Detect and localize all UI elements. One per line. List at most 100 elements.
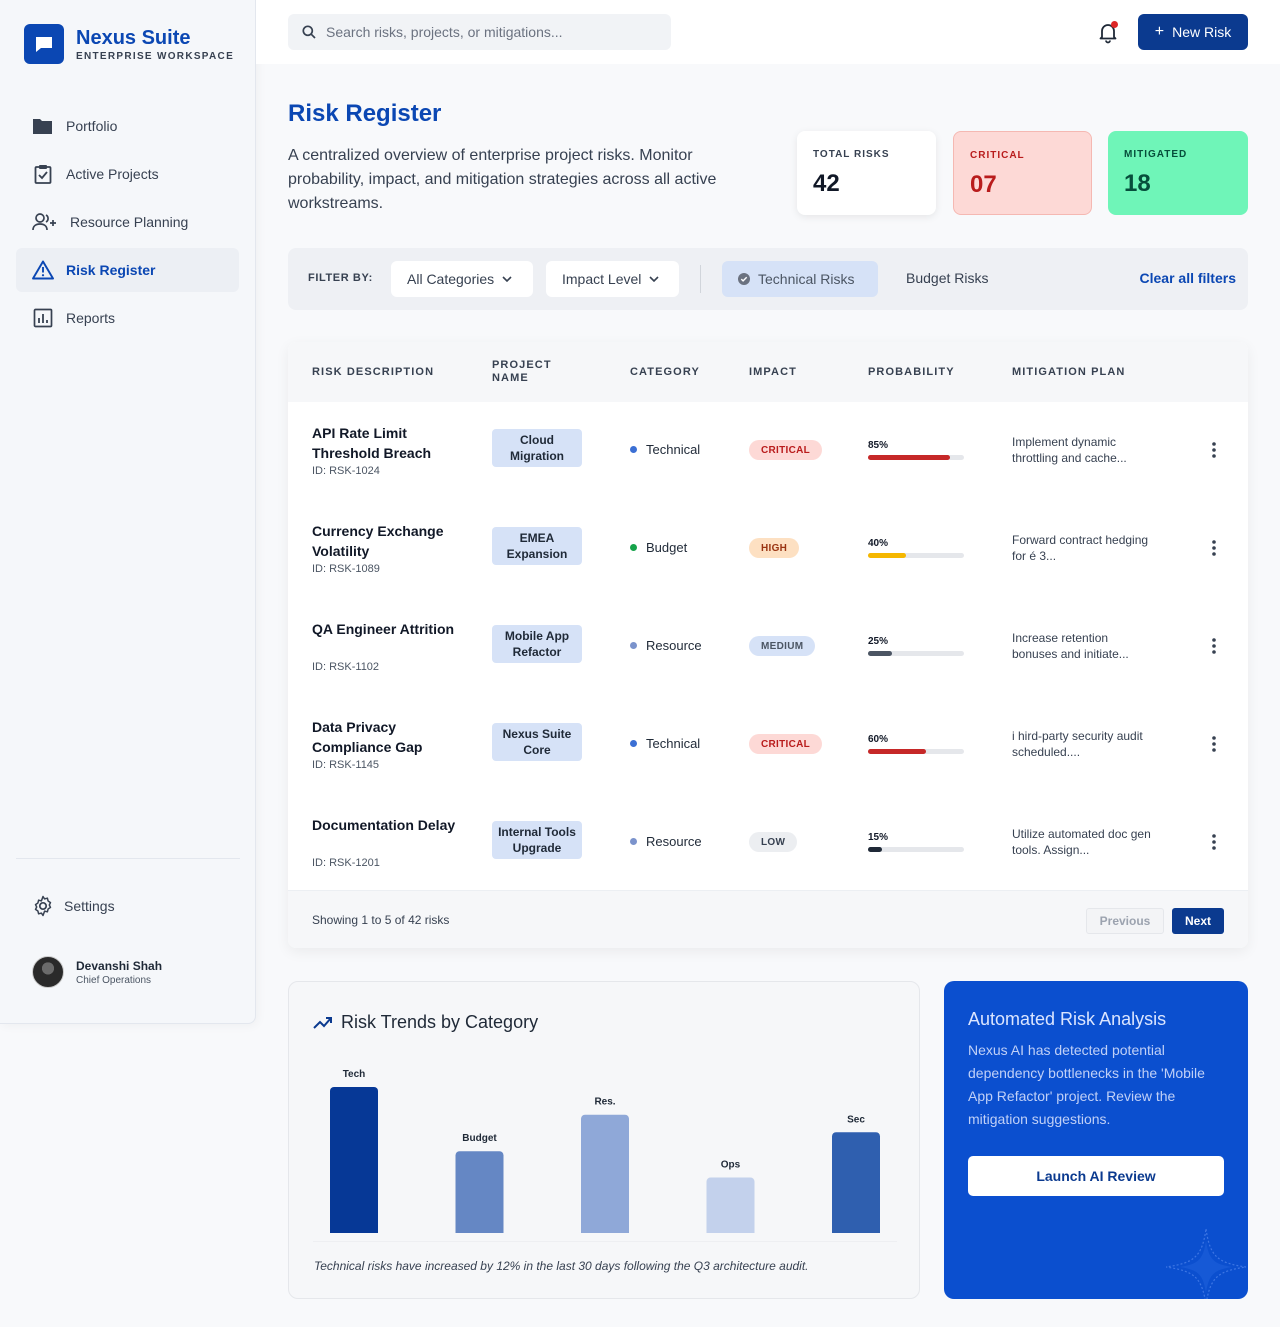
- sidebar-item-portfolio[interactable]: Portfolio: [16, 104, 239, 148]
- category-cell: Resource: [630, 638, 702, 653]
- risk-id: ID: RSK-1201: [312, 857, 380, 869]
- risk-title: API Rate Limit Threshold Breach: [312, 425, 432, 461]
- category-cell: Technical: [630, 442, 700, 457]
- chart-bar-sec: [832, 1132, 880, 1233]
- brand[interactable]: Nexus Suite ENTERPRISE WORKSPACE: [24, 24, 234, 64]
- risk-id: ID: RSK-1089: [312, 563, 380, 575]
- clipboard-check-icon: [32, 163, 54, 185]
- more-options-icon[interactable]: [1204, 832, 1224, 852]
- table-row[interactable]: Documentation Delay ID: RSK-1201 Internal …: [288, 794, 1248, 892]
- gear-icon: [32, 895, 54, 917]
- launch-ai-review-button[interactable]: Launch AI Review: [968, 1156, 1224, 1196]
- sidebar-item-resource-planning[interactable]: Resource Planning: [16, 200, 239, 244]
- category-dropdown[interactable]: All Categories: [391, 261, 533, 297]
- mitigation-plan: Increase retention bonuses and initiate.…: [1012, 631, 1129, 661]
- folder-icon: [32, 115, 54, 137]
- next-button[interactable]: Next: [1172, 908, 1224, 934]
- topbar: + New Risk: [256, 0, 1280, 64]
- probability-percent: 60%: [868, 734, 889, 745]
- probability-bar: [868, 651, 964, 656]
- new-risk-button[interactable]: + New Risk: [1138, 14, 1248, 50]
- page-title: Risk Register: [288, 100, 442, 127]
- probability-bar-fill: [868, 455, 950, 460]
- risk-id: ID: RSK-1102: [312, 661, 380, 673]
- brand-name: Nexus Suite: [76, 27, 191, 49]
- probability-percent: 40%: [868, 538, 889, 549]
- table-row[interactable]: Data Privacy Compliance Gap ID: RSK-1145 N…: [288, 696, 1248, 794]
- category-dot: [630, 446, 637, 453]
- sidebar-item-label: Active Projects: [66, 166, 159, 182]
- chevron-down-icon: [502, 276, 512, 282]
- stat-card-critical: CRITICAL 07: [953, 131, 1092, 215]
- impact-dropdown[interactable]: Impact Level: [546, 261, 679, 297]
- category-dot: [630, 740, 637, 747]
- risk-id: ID: RSK-1024: [312, 465, 380, 477]
- table-row[interactable]: API Rate Limit Threshold Breach ID: RSK-1…: [288, 402, 1248, 500]
- mitigation-plan: Implement dynamic throttling and cache..…: [1012, 435, 1127, 465]
- category-cell: Budget: [630, 540, 687, 555]
- bar-chart-icon: [32, 307, 54, 329]
- sidebar-item-reports[interactable]: Reports: [16, 296, 239, 340]
- col-header-project-line1: PROJECT: [492, 359, 552, 371]
- settings-label: Settings: [64, 898, 115, 914]
- more-options-icon[interactable]: [1204, 440, 1224, 460]
- sidebar-item-label: Risk Register: [66, 262, 156, 278]
- category-cell: Technical: [630, 736, 700, 751]
- stat-card-total-risks: TOTAL RISKS 42: [797, 131, 936, 215]
- filter-chip-technical-risks[interactable]: Technical Risks: [722, 261, 878, 297]
- probability-bar: [868, 553, 964, 558]
- table-row[interactable]: QA Engineer Attrition ID: RSK-1102 Mobile …: [288, 598, 1248, 696]
- more-options-icon[interactable]: [1204, 538, 1224, 558]
- col-header-category: CATEGORY: [630, 366, 700, 378]
- filter-chip-budget-risks[interactable]: Budget Risks: [906, 270, 989, 286]
- user-profile[interactable]: Devanshi Shah Chief Operations: [32, 956, 162, 988]
- ai-title: Automated Risk Analysis: [968, 1009, 1167, 1029]
- col-header-impact: IMPACT: [749, 366, 797, 378]
- impact-badge: HIGH: [749, 538, 800, 558]
- category-label: Technical: [646, 736, 701, 751]
- notification-bell-icon[interactable]: [1096, 20, 1120, 44]
- chat-logo-icon: [24, 24, 64, 64]
- search-box[interactable]: [288, 14, 671, 50]
- risk-title: Data Privacy Compliance Gap: [312, 719, 423, 755]
- stat-label: CRITICAL: [970, 150, 1025, 161]
- more-options-icon[interactable]: [1204, 636, 1224, 656]
- previous-button[interactable]: Previous: [1086, 908, 1164, 934]
- more-options-icon[interactable]: [1204, 734, 1224, 754]
- new-risk-label: New Risk: [1172, 24, 1232, 40]
- user-role: Chief Operations: [76, 974, 152, 986]
- filter-bar: FILTER BY: All Categories Impact Level T…: [288, 248, 1248, 310]
- sidebar-item-risk-register[interactable]: Risk Register: [16, 248, 239, 292]
- chart-bar-base: [706, 1227, 755, 1233]
- mitigation-plan: Forward contract hedging for é 3...: [1012, 533, 1149, 563]
- sidebar-item-settings[interactable]: Settings: [16, 884, 239, 928]
- project-badge: EMEA Expansion: [492, 527, 582, 565]
- probability-bar: [868, 455, 964, 460]
- mitigation-plan: i hird-party security audit scheduled...…: [1012, 729, 1143, 759]
- risk-trends-chart: Tech Budget Res. Ops Sec: [313, 1069, 897, 1242]
- avatar: [32, 956, 64, 988]
- project-badge: Internal Tools Upgrade: [492, 821, 582, 859]
- category-dot: [630, 838, 637, 845]
- impact-badge: LOW: [749, 832, 798, 852]
- table-row[interactable]: Currency Exchange Volatility ID: RSK-1089…: [288, 500, 1248, 598]
- sidebar-item-label: Reports: [66, 310, 116, 326]
- filter-chip-label: Technical Risks: [758, 271, 855, 287]
- filter-label: FILTER BY:: [308, 272, 373, 284]
- impact-badge: MEDIUM: [749, 636, 816, 656]
- risk-title: Documentation Delay: [312, 817, 456, 833]
- probability-bar-fill: [868, 553, 907, 558]
- risk-id: ID: RSK-1145: [312, 759, 380, 771]
- risk-title: QA Engineer Attrition: [312, 621, 455, 637]
- probability-bar-fill: [868, 651, 892, 656]
- sidebar-item-active-projects[interactable]: Active Projects: [16, 152, 239, 196]
- stat-card-mitigated: MITIGATED 18: [1108, 131, 1248, 215]
- user-name: Devanshi Shah: [76, 958, 163, 973]
- search-icon: [302, 25, 316, 39]
- probability-bar: [868, 847, 964, 852]
- search-input[interactable]: [326, 24, 656, 40]
- pagination-summary: Showing 1 to 5 of 42 risks: [312, 913, 450, 927]
- clear-filters-link[interactable]: Clear all filters: [1139, 270, 1237, 286]
- chart-bar-base: [581, 1227, 629, 1233]
